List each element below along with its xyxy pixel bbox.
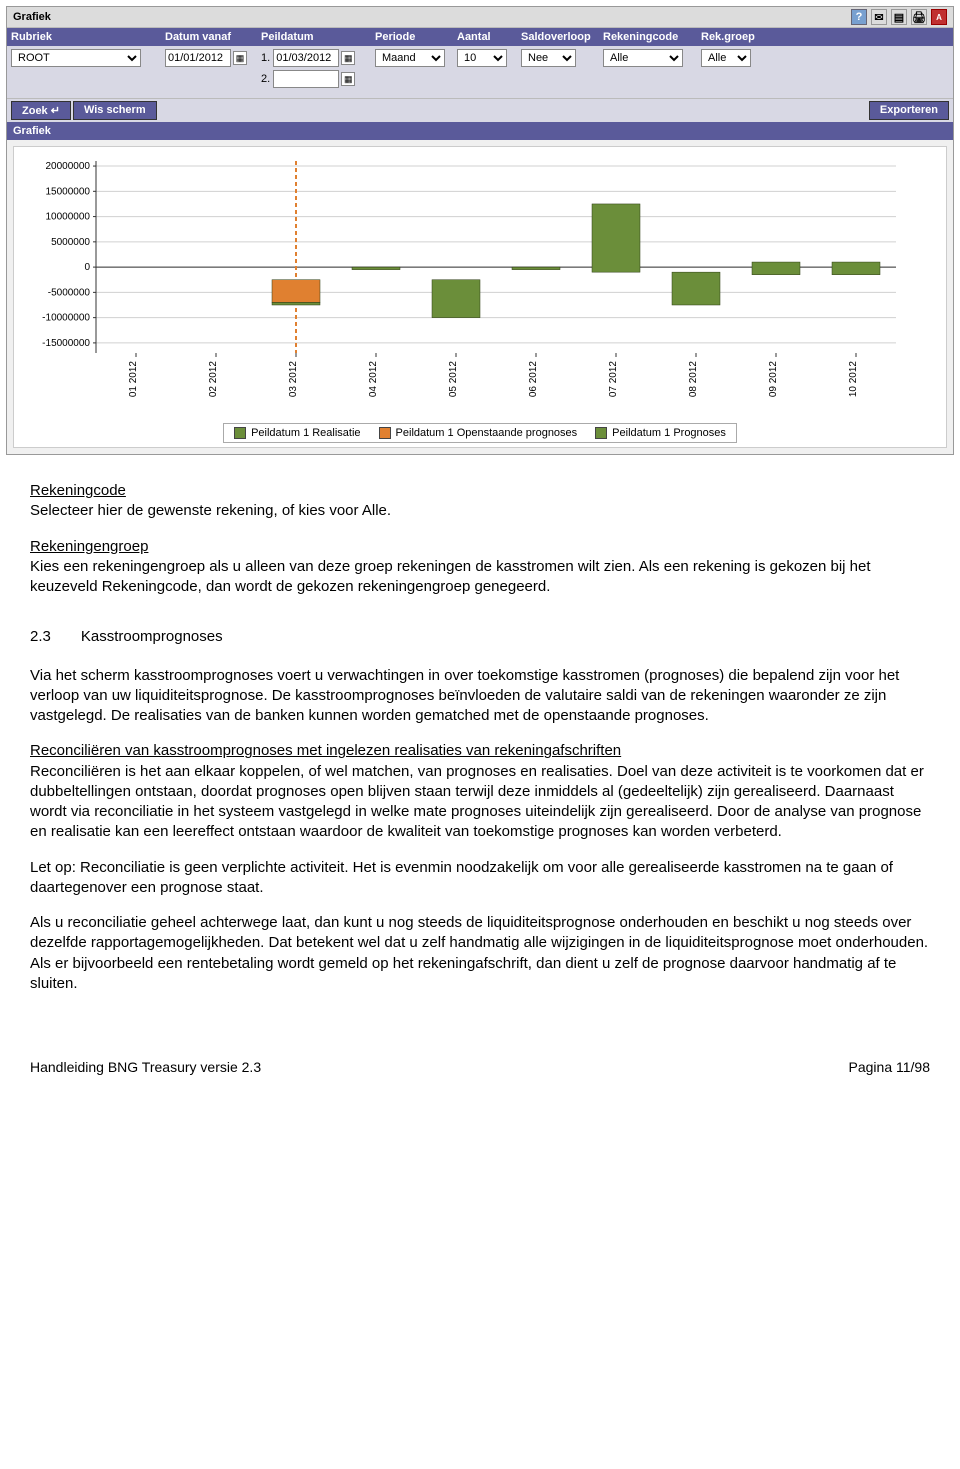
- calendar-icon[interactable]: ▦: [341, 72, 355, 86]
- print-icon[interactable]: 🖨: [911, 9, 927, 25]
- footer-left: Handleiding BNG Treasury versie 2.3: [30, 1059, 261, 1075]
- peildatum1-input[interactable]: [273, 49, 339, 67]
- legend-item: Peildatum 1 Realisatie: [234, 427, 360, 439]
- para-4-underline: Reconciliëren van kasstroomprognoses met…: [30, 742, 621, 759]
- para-rekeningengroep: Kies een rekeningengroep als u alleen va…: [30, 558, 871, 595]
- chart-legend: Peildatum 1 Realisatie Peildatum 1 Openst…: [223, 423, 737, 443]
- wisscherm-button[interactable]: Wis scherm: [73, 101, 157, 120]
- document-body: Rekeningcode Selecteer hier de gewenste …: [0, 461, 960, 1049]
- page-footer: Handleiding BNG Treasury versie 2.3 Pagi…: [0, 1049, 960, 1095]
- datumvanaf-input[interactable]: [165, 49, 231, 67]
- para-4: Reconciliëren is het aan elkaar koppelen…: [30, 763, 924, 841]
- svg-text:10000000: 10000000: [46, 212, 91, 223]
- svg-text:0: 0: [84, 262, 90, 273]
- section-number: 2.3: [30, 627, 51, 647]
- chart-area: 20000000 15000000 10000000 5000000 0 -5000000…: [13, 146, 947, 448]
- svg-text:07 2012: 07 2012: [608, 361, 619, 398]
- heading-rekeningengroep: Rekeningengroep: [30, 538, 148, 555]
- svg-text:5000000: 5000000: [51, 237, 90, 248]
- zoek-button[interactable]: Zoek ↵: [11, 101, 71, 120]
- rekgroep-select[interactable]: Alle: [701, 49, 751, 67]
- svg-text:06 2012: 06 2012: [528, 361, 539, 398]
- para-rekeningcode: Selecteer hier de gewenste rekening, of …: [30, 502, 391, 519]
- pdf-icon[interactable]: A: [931, 9, 947, 25]
- peildatum2-input[interactable]: [273, 70, 339, 88]
- hdr-datumvanaf: Datum vanaf: [165, 31, 257, 43]
- rubriek-select[interactable]: ROOT: [11, 49, 141, 67]
- legend-label: Peildatum 1 Openstaande prognoses: [396, 427, 578, 439]
- mail-icon[interactable]: ✉: [871, 9, 887, 25]
- section-grafiek: Grafiek: [7, 122, 953, 140]
- svg-text:10 2012: 10 2012: [848, 361, 859, 398]
- button-bar: Zoek ↵ Wis scherm Exporteren: [7, 98, 953, 122]
- legend-item: Peildatum 1 Openstaande prognoses: [379, 427, 578, 439]
- window-title: Grafiek: [13, 11, 51, 23]
- rekeningcode-select[interactable]: Alle: [603, 49, 683, 67]
- svg-text:20000000: 20000000: [46, 161, 91, 172]
- legend-swatch: [379, 427, 391, 439]
- hdr-rekgroep: Rek.groep: [701, 31, 761, 43]
- peil1-label: 1.: [261, 52, 270, 64]
- footer-right: Pagina 11/98: [849, 1059, 930, 1075]
- help-icon[interactable]: ?: [851, 9, 867, 25]
- legend-label: Peildatum 1 Realisatie: [251, 427, 360, 439]
- bar-chart: 20000000 15000000 10000000 5000000 0 -5000000…: [16, 153, 906, 413]
- hdr-periode: Periode: [375, 31, 453, 43]
- svg-text:-5000000: -5000000: [48, 287, 91, 298]
- svg-text:09 2012: 09 2012: [768, 361, 779, 398]
- exporteren-button[interactable]: Exporteren: [869, 101, 949, 120]
- svg-text:05 2012: 05 2012: [448, 361, 459, 398]
- legend-item: Peildatum 1 Prognoses: [595, 427, 726, 439]
- hdr-saldoverloop: Saldoverloop: [521, 31, 599, 43]
- legend-label: Peildatum 1 Prognoses: [612, 427, 726, 439]
- export-icon[interactable]: ▤: [891, 9, 907, 25]
- heading-rekeningcode: Rekeningcode: [30, 482, 126, 499]
- titlebar-icons: ? ✉ ▤ 🖨 A: [851, 9, 947, 25]
- peil2-label: 2.: [261, 73, 270, 85]
- svg-text:04 2012: 04 2012: [368, 361, 379, 398]
- app-screenshot: Grafiek ? ✉ ▤ 🖨 A Rubriek Datum vanaf Pe…: [6, 6, 954, 455]
- svg-text:08 2012: 08 2012: [688, 361, 699, 398]
- column-headers: Rubriek Datum vanaf Peildatum Periode Aa…: [7, 28, 953, 46]
- svg-text:15000000: 15000000: [46, 186, 91, 197]
- calendar-icon[interactable]: ▦: [341, 51, 355, 65]
- periode-select[interactable]: Maand: [375, 49, 445, 67]
- section-heading: 2.3 Kasstroomprognoses: [30, 627, 930, 647]
- para-5: Let op: Reconciliatie is geen verplichte…: [30, 858, 930, 899]
- hdr-aantal: Aantal: [457, 31, 517, 43]
- aantal-select[interactable]: 10: [457, 49, 507, 67]
- calendar-icon[interactable]: ▦: [233, 51, 247, 65]
- svg-text:-15000000: -15000000: [42, 338, 90, 349]
- controls-row: ROOT ▦ 1. ▦ 2. ▦ Maand 10 Nee Alle Alle: [7, 46, 953, 98]
- para-3: Via het scherm kasstroomprognoses voert …: [30, 666, 930, 727]
- para-6: Als u reconciliatie geheel achterwege la…: [30, 913, 930, 994]
- hdr-rubriek: Rubriek: [11, 31, 161, 43]
- svg-text:01 2012: 01 2012: [128, 361, 139, 398]
- legend-swatch: [234, 427, 246, 439]
- svg-text:02 2012: 02 2012: [208, 361, 219, 398]
- hdr-peildatum: Peildatum: [261, 31, 371, 43]
- window-titlebar: Grafiek ? ✉ ▤ 🖨 A: [7, 7, 953, 28]
- hdr-rekeningcode: Rekeningcode: [603, 31, 697, 43]
- saldoverloop-select[interactable]: Nee: [521, 49, 576, 67]
- section-title: Kasstroomprognoses: [81, 627, 223, 647]
- svg-text:-10000000: -10000000: [42, 313, 90, 324]
- svg-text:03 2012: 03 2012: [288, 361, 299, 398]
- legend-swatch: [595, 427, 607, 439]
